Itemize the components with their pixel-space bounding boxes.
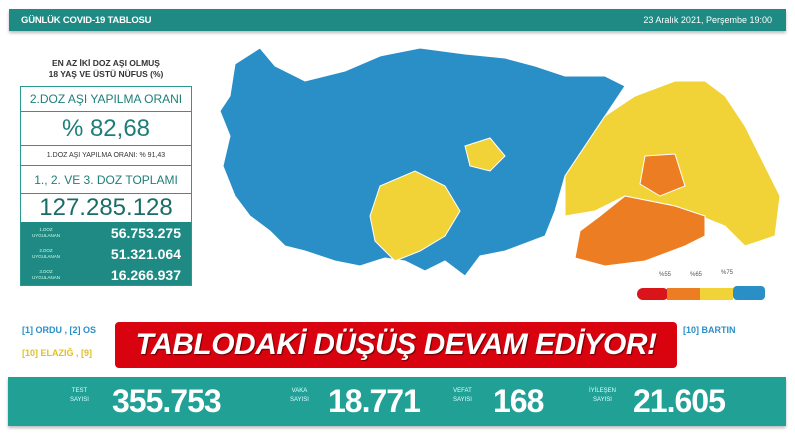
test-label: TEST SAYISI bbox=[70, 388, 89, 403]
dose2-value: % 82,68 bbox=[21, 112, 191, 146]
legend-blue bbox=[733, 286, 765, 300]
map-region-yellow-central bbox=[369, 170, 461, 262]
test-value: 355.753 bbox=[112, 383, 222, 419]
legend-yellow bbox=[700, 288, 733, 300]
map-region-blue bbox=[219, 47, 626, 277]
date-label: 23 Aralık 2021, Perşembe 19:00 bbox=[643, 15, 772, 25]
case-label: VAKA SAYISI bbox=[290, 388, 309, 403]
map-region-yellow-north bbox=[464, 137, 506, 172]
daily-stats-bar: TEST SAYISI 355.753 VAKA SAYISI 18.771 VEF… bbox=[8, 377, 786, 426]
dose2-label: 2.DOZ AŞI YAPILMA ORANI bbox=[21, 87, 191, 112]
death-value: 168 bbox=[493, 383, 544, 419]
total-value: 127.285.128 bbox=[39, 194, 173, 221]
recovered-value: 21.605 bbox=[633, 383, 726, 419]
dose-row: 1.DOZ UYGULANAN 56.753.275 bbox=[21, 222, 191, 243]
page-title: GÜNLÜK COVID-19 TABLOSU bbox=[21, 14, 152, 26]
map-region-orange bbox=[574, 153, 706, 267]
turkey-map bbox=[219, 47, 781, 277]
death-label: VEFAT SAYISI bbox=[453, 388, 472, 403]
yellow-city-list: [10] ELAZIĞ , [9] bbox=[22, 348, 93, 358]
dose-row: 2.DOZ UYGULANAN 51.321.064 bbox=[21, 243, 191, 264]
legend-red bbox=[637, 288, 669, 300]
case-value: 18.771 bbox=[328, 383, 421, 419]
map-legend bbox=[637, 286, 765, 300]
dose1-text: 1.DOZ AŞI YAPILMA ORANI: % 91,43 bbox=[21, 146, 191, 166]
recovered-label: İYİLEŞEN SAYISI bbox=[589, 388, 617, 403]
legend-label: %75 bbox=[721, 270, 734, 276]
headline-banner: TABLODAKİ DÜŞÜŞ DEVAM EDİYOR! bbox=[115, 322, 677, 368]
blue-city-list: [1] ORDU , [2] OS bbox=[22, 325, 97, 335]
vaccine-title: EN AZ İKİ DOZ AŞI OLMUŞ 18 YAŞ VE ÜSTÜ NÜ… bbox=[48, 58, 164, 79]
blue-city-list-end: [10] BARTIN bbox=[683, 325, 736, 335]
vaccine-panel: EN AZ İKİ DOZ AŞI OLMUŞ 18 YAŞ VE ÜSTÜ NÜ… bbox=[20, 58, 192, 286]
total-label: 1., 2. VE 3. DOZ TOPLAMI bbox=[21, 166, 191, 194]
header-bar: GÜNLÜK COVID-19 TABLOSU 23 Aralık 2021, … bbox=[9, 9, 786, 31]
legend-label: %65 bbox=[690, 272, 703, 278]
dose-row: 3.DOZ UYGULANAN 16.266.937 bbox=[21, 264, 191, 285]
legend-label: %55 bbox=[659, 272, 672, 278]
legend-orange bbox=[667, 288, 700, 300]
